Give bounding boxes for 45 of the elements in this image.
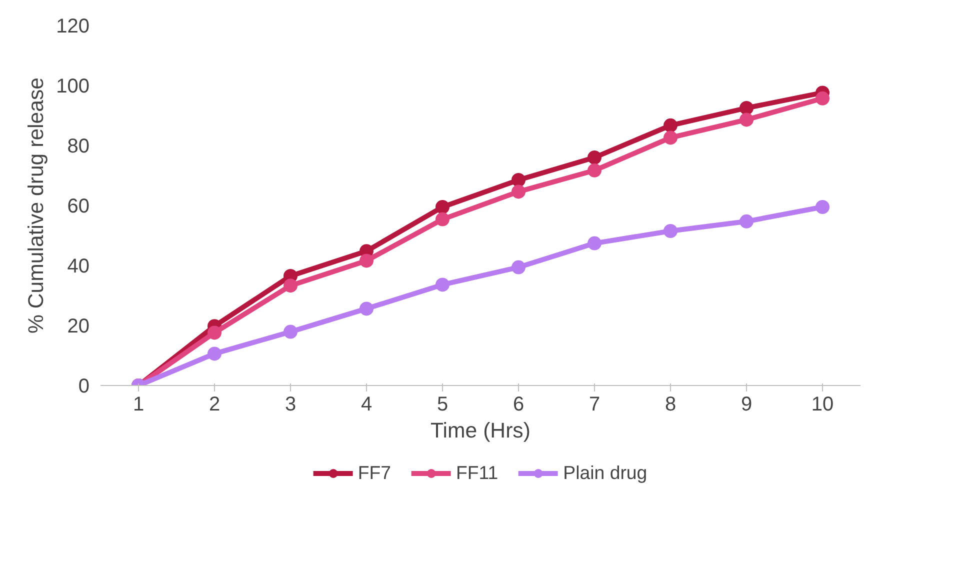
point (664, 224, 678, 238)
point (436, 278, 450, 292)
y-tick-label: 40 (67, 256, 90, 278)
y-tick-label: 100 (56, 76, 90, 98)
point (588, 236, 602, 250)
x-tick-label: 5 (436, 394, 448, 416)
point (284, 324, 298, 339)
point (588, 150, 602, 164)
point (664, 130, 678, 145)
point (740, 214, 754, 228)
x-tick-label: 7 (588, 394, 600, 416)
point (436, 212, 450, 226)
point (360, 254, 374, 268)
y-tick-label: 0 (78, 376, 90, 398)
x-tick-label: 4 (360, 394, 372, 416)
point (436, 200, 450, 214)
y-tick-label: 80 (67, 136, 90, 158)
point (512, 260, 526, 274)
point (588, 163, 602, 178)
legend-label: FF7 (358, 462, 391, 484)
point (284, 278, 298, 293)
x-tick-label: 9 (740, 394, 752, 416)
x-tick-label: 10 (811, 394, 834, 416)
y-axis-title: % Cumulative drug release (24, 77, 48, 334)
point (664, 118, 678, 132)
point (740, 112, 754, 127)
point (740, 101, 754, 115)
x-tick-label: 8 (664, 394, 676, 416)
x-tick-label: 6 (512, 394, 524, 416)
point (512, 173, 526, 187)
point (816, 200, 830, 214)
legend-label: FF11 (456, 462, 498, 484)
point (208, 326, 222, 340)
point (512, 184, 526, 199)
point (816, 91, 830, 106)
point (360, 302, 374, 316)
y-tick-label: 120 (56, 16, 90, 38)
x-tick-label: 3 (284, 394, 296, 416)
x-tick-label: 2 (208, 394, 220, 416)
legend-label: Plain drug (563, 462, 648, 484)
x-tick-label: 1 (132, 394, 144, 416)
y-tick-label: 60 (67, 196, 90, 218)
x-axis-title: Time (Hrs) (430, 418, 530, 442)
y-tick-label: 20 (67, 316, 90, 338)
point (208, 346, 222, 361)
